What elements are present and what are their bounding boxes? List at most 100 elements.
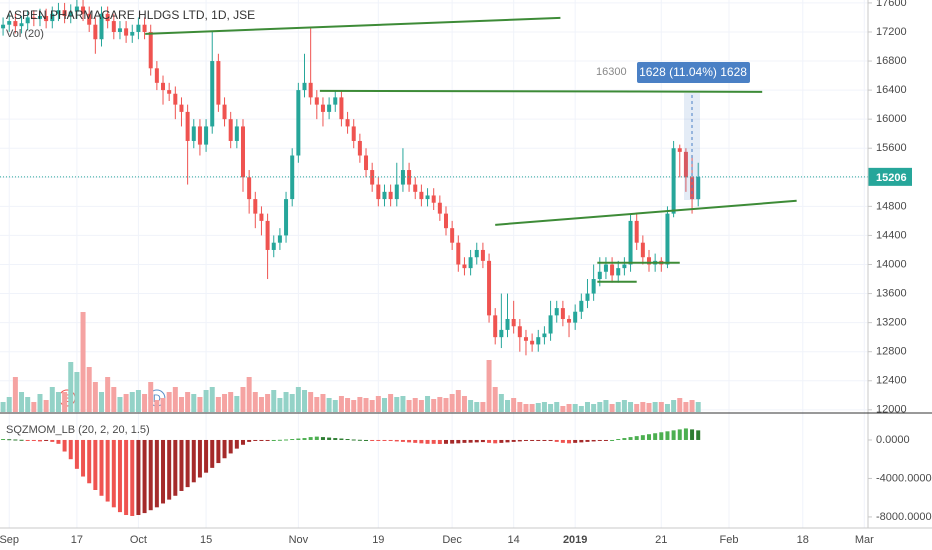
candle-body xyxy=(167,90,172,94)
momentum-bar xyxy=(56,439,61,444)
volume-bar xyxy=(548,404,554,412)
momentum-bar xyxy=(567,439,572,444)
candle-body xyxy=(234,126,239,141)
momentum-bar xyxy=(696,430,701,440)
volume-bar xyxy=(664,404,670,412)
candle-body xyxy=(616,268,621,276)
volume-bar xyxy=(37,394,43,412)
candle-body xyxy=(536,337,541,345)
candle-body xyxy=(56,10,61,14)
measure-label-box xyxy=(637,62,750,83)
y-tick-label: 16800 xyxy=(876,55,907,67)
candle-body xyxy=(603,264,608,272)
momentum-bar xyxy=(690,429,695,440)
candle-body xyxy=(259,213,264,221)
volume-bar xyxy=(0,402,6,412)
y-tick-label: 12400 xyxy=(876,375,907,387)
candle-body xyxy=(68,11,73,16)
y-tick-label: 12000 xyxy=(876,404,907,416)
volume-bar xyxy=(338,396,344,412)
y-tick-label: 14800 xyxy=(876,200,907,212)
volume-bar xyxy=(252,392,258,412)
candle-body xyxy=(93,24,98,40)
candle-body xyxy=(284,199,289,236)
volume-bar xyxy=(492,387,498,412)
volume-bar xyxy=(640,402,646,412)
volume-bar xyxy=(443,398,449,412)
candle-body xyxy=(394,184,399,200)
momentum-bar xyxy=(634,436,639,440)
volume-bar xyxy=(363,398,369,412)
volume-bar xyxy=(265,394,271,412)
volume-bar xyxy=(19,392,25,412)
candle-body xyxy=(185,111,190,141)
momentum-bar xyxy=(585,439,590,442)
momentum-bar xyxy=(493,439,498,444)
y-tick-label: 13600 xyxy=(876,287,907,299)
candle-body xyxy=(222,104,227,120)
candle-body xyxy=(290,155,295,200)
momentum-bar xyxy=(173,439,178,496)
volume-bar xyxy=(628,402,634,412)
momentum-bar xyxy=(265,439,270,441)
volume-bar xyxy=(68,362,74,412)
volume-bar xyxy=(86,367,92,412)
momentum-bar xyxy=(671,430,676,440)
candle-body xyxy=(333,97,338,105)
volume-bar xyxy=(468,400,474,412)
candle-body xyxy=(443,213,448,229)
volume-bar xyxy=(308,392,314,412)
candle-body xyxy=(111,21,116,32)
candle-body xyxy=(50,13,55,22)
candle-body xyxy=(665,213,670,265)
volume-bar xyxy=(351,400,357,412)
momentum-bar xyxy=(517,439,522,442)
momentum-bar xyxy=(505,439,510,443)
momentum-bar xyxy=(339,438,344,440)
volume-bar xyxy=(695,402,701,412)
momentum-bar xyxy=(370,439,375,441)
momentum-bar xyxy=(50,439,55,442)
volume-bar xyxy=(572,404,578,412)
volume-bar xyxy=(615,402,621,412)
momentum-bar xyxy=(431,439,436,444)
volume-bar xyxy=(480,402,486,412)
volume-bar xyxy=(517,402,523,412)
y-tick-label: 14000 xyxy=(876,258,907,270)
momentum-bar xyxy=(191,439,196,483)
volume-bar xyxy=(603,400,609,412)
momentum-bar xyxy=(1,439,6,441)
volume-bar xyxy=(345,398,351,412)
volume-bar xyxy=(295,387,301,412)
volume-bar xyxy=(62,392,68,412)
momentum-bar xyxy=(603,439,608,441)
volume-bar xyxy=(283,392,289,412)
volume-bar xyxy=(277,398,283,412)
volume-bar xyxy=(535,403,541,412)
momentum-bar xyxy=(579,439,584,443)
candle-body xyxy=(62,10,67,16)
candle-body xyxy=(124,28,129,36)
momentum-bar xyxy=(407,439,412,443)
candle-body xyxy=(517,326,522,338)
candle-body xyxy=(277,235,282,243)
momentum-bar xyxy=(376,439,381,441)
momentum-bar xyxy=(530,439,535,441)
volume-bar xyxy=(394,397,400,412)
volume-bar xyxy=(191,394,197,412)
candle-body xyxy=(560,308,565,319)
candle-body xyxy=(456,242,461,265)
candle-body xyxy=(240,126,245,178)
momentum-bar xyxy=(204,439,209,473)
momentum-bar xyxy=(148,439,153,511)
volume-bar xyxy=(609,404,615,412)
volume-bar xyxy=(431,399,437,412)
candle-body xyxy=(413,184,418,192)
volume-bar xyxy=(271,390,277,412)
momentum-bar xyxy=(216,439,221,464)
volume-bar xyxy=(400,396,406,412)
y-tick-label: 13200 xyxy=(876,317,907,329)
candle-body xyxy=(173,93,178,105)
y-tick-label: 16000 xyxy=(876,113,907,125)
momentum-bar xyxy=(425,439,430,444)
